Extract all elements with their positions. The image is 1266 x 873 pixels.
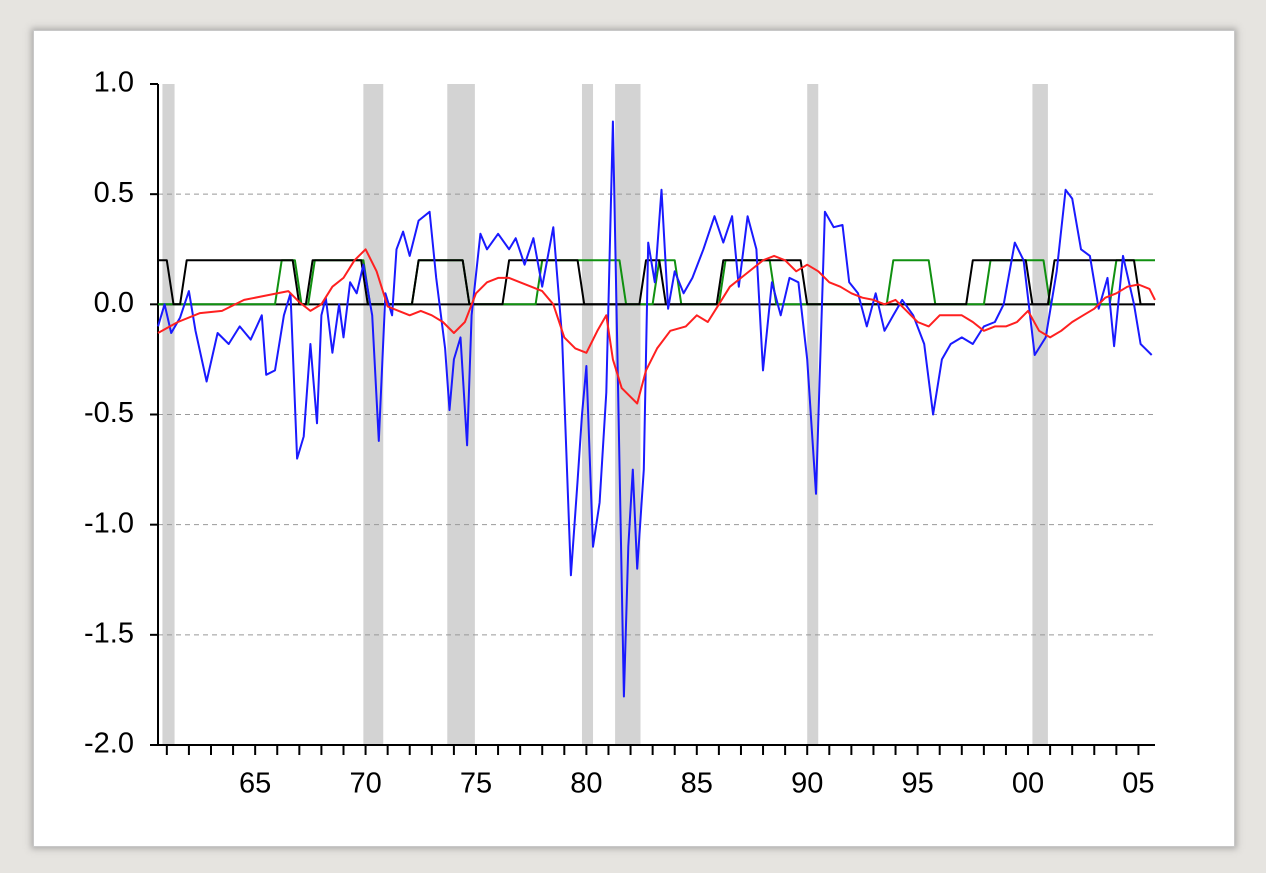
series-line xyxy=(158,259,1155,306)
x-tick-label: 05 xyxy=(1122,768,1154,800)
shaded-band xyxy=(447,84,475,745)
x-tick-label: 95 xyxy=(901,768,933,800)
y-tick-label: -2.0 xyxy=(84,728,134,760)
y-tick-label: 0.5 xyxy=(94,177,134,209)
x-tick-label: 65 xyxy=(239,768,271,800)
y-tick-label: -0.5 xyxy=(84,397,134,429)
series-line xyxy=(157,120,1153,698)
x-tick-label: 80 xyxy=(570,768,602,800)
y-tick-label: 1.0 xyxy=(94,67,134,99)
y-tick-label: -1.0 xyxy=(84,507,134,539)
shaded-band xyxy=(363,84,384,745)
series-line xyxy=(157,248,1156,405)
x-tick-label: 85 xyxy=(681,768,713,800)
x-tick-label: 70 xyxy=(349,768,381,800)
y-tick-label: 0.0 xyxy=(94,287,134,319)
x-tick-label: 75 xyxy=(460,768,492,800)
series-line xyxy=(158,259,1155,306)
y-tick-label: -1.5 xyxy=(84,617,134,649)
x-tick-label: 90 xyxy=(791,768,823,800)
x-tick-label: 00 xyxy=(1012,768,1044,800)
shaded-band xyxy=(807,84,819,745)
